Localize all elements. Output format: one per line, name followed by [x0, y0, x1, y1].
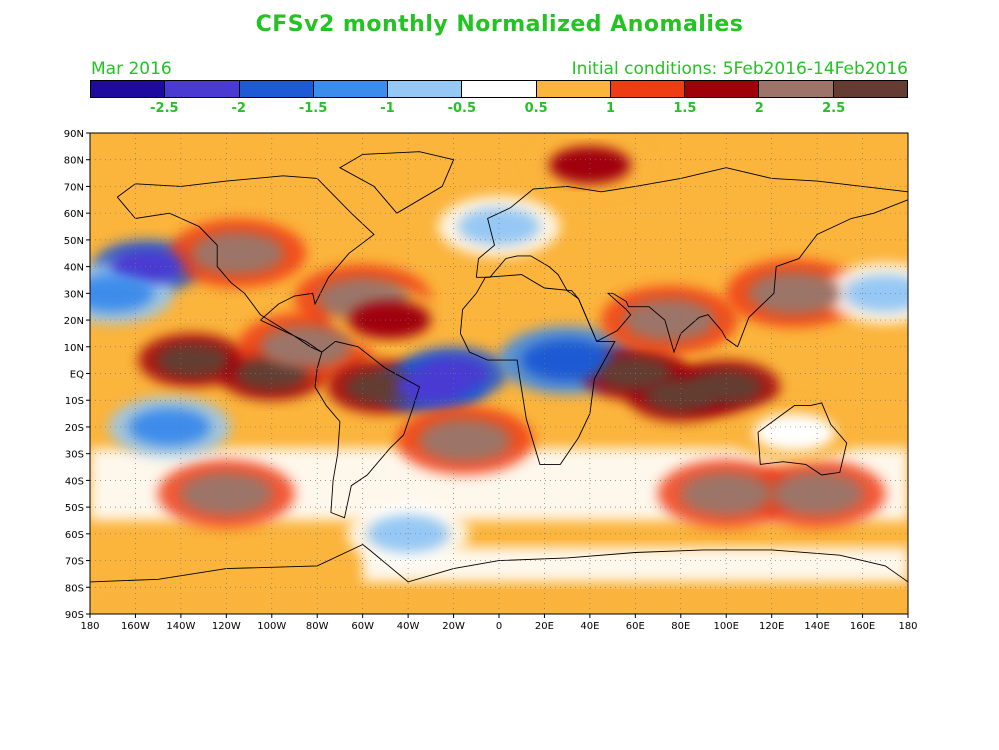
lon-label: 80W — [306, 621, 329, 632]
greenland-outline — [338, 151, 455, 214]
lon-label: 20E — [535, 621, 554, 632]
lon-label: 180 — [80, 621, 99, 632]
colorbar-labels: -2.5 -2 -1.5 -1 -0.5 0.5 1 1.5 2 2.5 — [90, 101, 908, 117]
anomaly-region — [753, 413, 836, 451]
lon-label: 120E — [759, 621, 784, 632]
colorbar-swatch — [536, 81, 611, 97]
anomaly-region — [844, 274, 908, 313]
lat-label: 20N — [64, 316, 84, 327]
antarctica-outline — [90, 543, 908, 583]
lon-label: 40E — [580, 621, 599, 632]
australia-outline — [757, 402, 848, 476]
colorbar-label: 2.5 — [822, 101, 846, 116]
colorbar-swatch — [91, 81, 166, 97]
lon-label: 0 — [496, 621, 502, 632]
lat-label: 60S — [65, 530, 84, 541]
colorbar-label: -1 — [380, 101, 395, 116]
anomaly-region — [349, 301, 431, 339]
colorbar-label: 0.5 — [524, 101, 548, 116]
anomaly-region — [748, 272, 840, 315]
anomaly-region — [394, 370, 467, 404]
colorbar-swatch — [685, 81, 760, 97]
map-title: CFSv2 monthly Normalized Anomalies — [255, 12, 744, 37]
colorbar-label: -1.5 — [298, 101, 328, 116]
anomaly-region — [521, 339, 613, 382]
lon-label: 180 — [898, 621, 917, 632]
anomaly-region — [549, 146, 631, 184]
lon-label: 160E — [850, 621, 875, 632]
lat-label: 90N — [64, 129, 84, 140]
colorbar-label: -2 — [231, 101, 246, 116]
lon-label: 60E — [626, 621, 645, 632]
initial-conditions: Initial conditions: 5Feb2016-14Feb2016 — [571, 59, 908, 79]
anomaly-region — [623, 299, 716, 341]
lat-label: 40N — [64, 263, 84, 274]
lat-label: 70N — [64, 182, 84, 193]
anomaly-region — [192, 232, 284, 275]
lon-label: 120W — [212, 621, 241, 632]
lon-label: 100W — [257, 621, 286, 632]
colorbar-swatch — [759, 81, 834, 97]
lon-label: 60W — [351, 621, 374, 632]
lon-label: 20W — [442, 621, 465, 632]
lat-label: 50N — [64, 236, 84, 247]
colorbar-label: 1 — [606, 101, 616, 116]
lat-label: 30S — [65, 450, 84, 461]
lon-label: 80E — [671, 621, 690, 632]
forecast-month: Mar 2016 — [91, 59, 172, 79]
colorbar-swatch — [239, 81, 314, 97]
africa-outline — [459, 274, 616, 465]
colorbar-swatch — [165, 81, 240, 97]
anomaly-region — [419, 419, 511, 462]
lon-label: 40W — [397, 621, 420, 632]
lat-label: 80S — [65, 583, 84, 594]
anomaly-band — [90, 587, 908, 614]
lat-label: 10N — [64, 343, 84, 354]
colorbar-label: -2.5 — [150, 101, 179, 116]
lat-label: 20S — [65, 423, 84, 434]
south-america-outline — [314, 340, 421, 519]
colorbar-swatch — [388, 81, 463, 97]
colorbar-label: -0.5 — [447, 101, 477, 116]
colorbar — [90, 80, 908, 98]
colorbar-swatch — [833, 81, 907, 97]
lat-label: 10S — [65, 396, 84, 407]
anomaly-region — [458, 207, 540, 246]
lat-label: 90S — [65, 610, 84, 621]
anomaly-region — [128, 408, 211, 446]
anomaly-region — [690, 370, 763, 404]
lon-label: 160W — [121, 621, 150, 632]
lat-label: 60N — [64, 209, 84, 220]
anomaly-region — [90, 274, 154, 313]
lat-label: 50S — [65, 503, 84, 514]
lon-label: 140W — [166, 621, 195, 632]
lat-label: 70S — [65, 557, 84, 568]
lat-label: 40S — [65, 476, 84, 487]
anomaly-region — [110, 250, 183, 284]
colorbar-swatch — [313, 81, 389, 97]
plot-area — [90, 133, 908, 614]
lat-label: 30N — [64, 289, 84, 300]
lon-label: 140E — [804, 621, 829, 632]
colorbar-swatch — [610, 81, 686, 97]
colorbar-swatch — [462, 81, 537, 97]
colorbar-label: 1.5 — [673, 101, 697, 116]
colorbar-label: 2 — [754, 101, 764, 116]
lat-label: EQ — [70, 370, 84, 381]
lat-label: 80N — [64, 156, 84, 167]
anomaly-region — [156, 343, 229, 377]
lon-label: 100E — [714, 621, 739, 632]
